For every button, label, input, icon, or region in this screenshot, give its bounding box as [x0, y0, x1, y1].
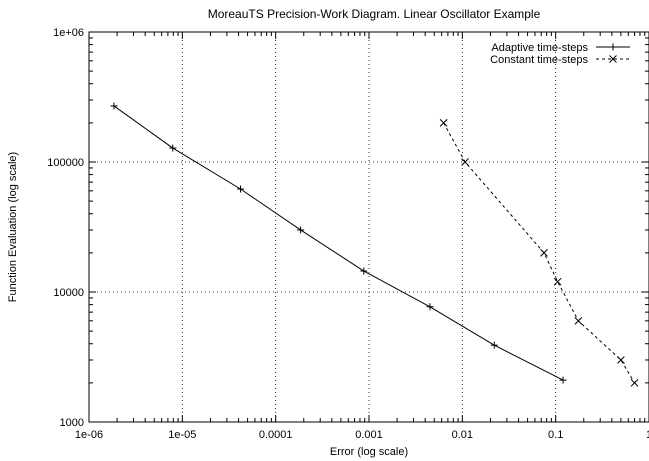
- plot-frame: [88, 31, 649, 423]
- data-point: [426, 303, 434, 311]
- legend-label: Constant time-steps: [490, 54, 588, 66]
- data-point: [297, 226, 305, 234]
- data-point: [630, 379, 639, 387]
- axis-ticks: [88, 31, 649, 423]
- data-point: [553, 277, 562, 286]
- x-tick-label: 1: [646, 429, 649, 441]
- data-point: [169, 144, 177, 152]
- y-tick-labels: 1000 10000 100000 1e+06: [47, 27, 84, 429]
- series-constant: [439, 119, 639, 387]
- series-group: [110, 102, 639, 387]
- x-tick-label: 1e-06: [75, 429, 103, 441]
- series-adaptive: [110, 102, 567, 384]
- x-tick-label: 1e-05: [168, 429, 196, 441]
- x-tick-label: 0.001: [355, 429, 383, 441]
- y-tick-label: 1000: [60, 417, 84, 429]
- x-tick-label: 0.01: [452, 429, 473, 441]
- data-point: [574, 316, 583, 325]
- data-point: [490, 341, 498, 349]
- data-point: [540, 249, 548, 257]
- data-point: [461, 158, 469, 166]
- y-axis-label: Function Evaluation (log scale): [7, 152, 19, 302]
- data-point: [617, 356, 625, 364]
- y-tick-label: 10000: [53, 287, 84, 299]
- x-tick-labels: 1e-06 1e-05 0.0001 0.001 0.01 0.1 1: [75, 429, 649, 441]
- legend-marker: [609, 55, 617, 63]
- legend-label: Adaptive time-steps: [491, 42, 588, 54]
- grid: [89, 32, 649, 422]
- y-tick-label: 100000: [47, 157, 84, 169]
- data-point: [559, 376, 567, 384]
- data-point: [439, 119, 448, 127]
- data-point: [110, 102, 118, 110]
- x-axis-label: Error (log scale): [330, 446, 408, 458]
- x-tick-label: 0.1: [548, 429, 563, 441]
- legend-marker: [609, 43, 617, 51]
- data-point: [360, 267, 368, 275]
- data-point: [237, 185, 245, 193]
- chart-title: MoreauTS Precision-Work Diagram. Linear …: [208, 7, 541, 21]
- y-tick-label: 1e+06: [53, 27, 84, 39]
- x-tick-label: 0.0001: [259, 429, 293, 441]
- series-line: [113, 105, 564, 381]
